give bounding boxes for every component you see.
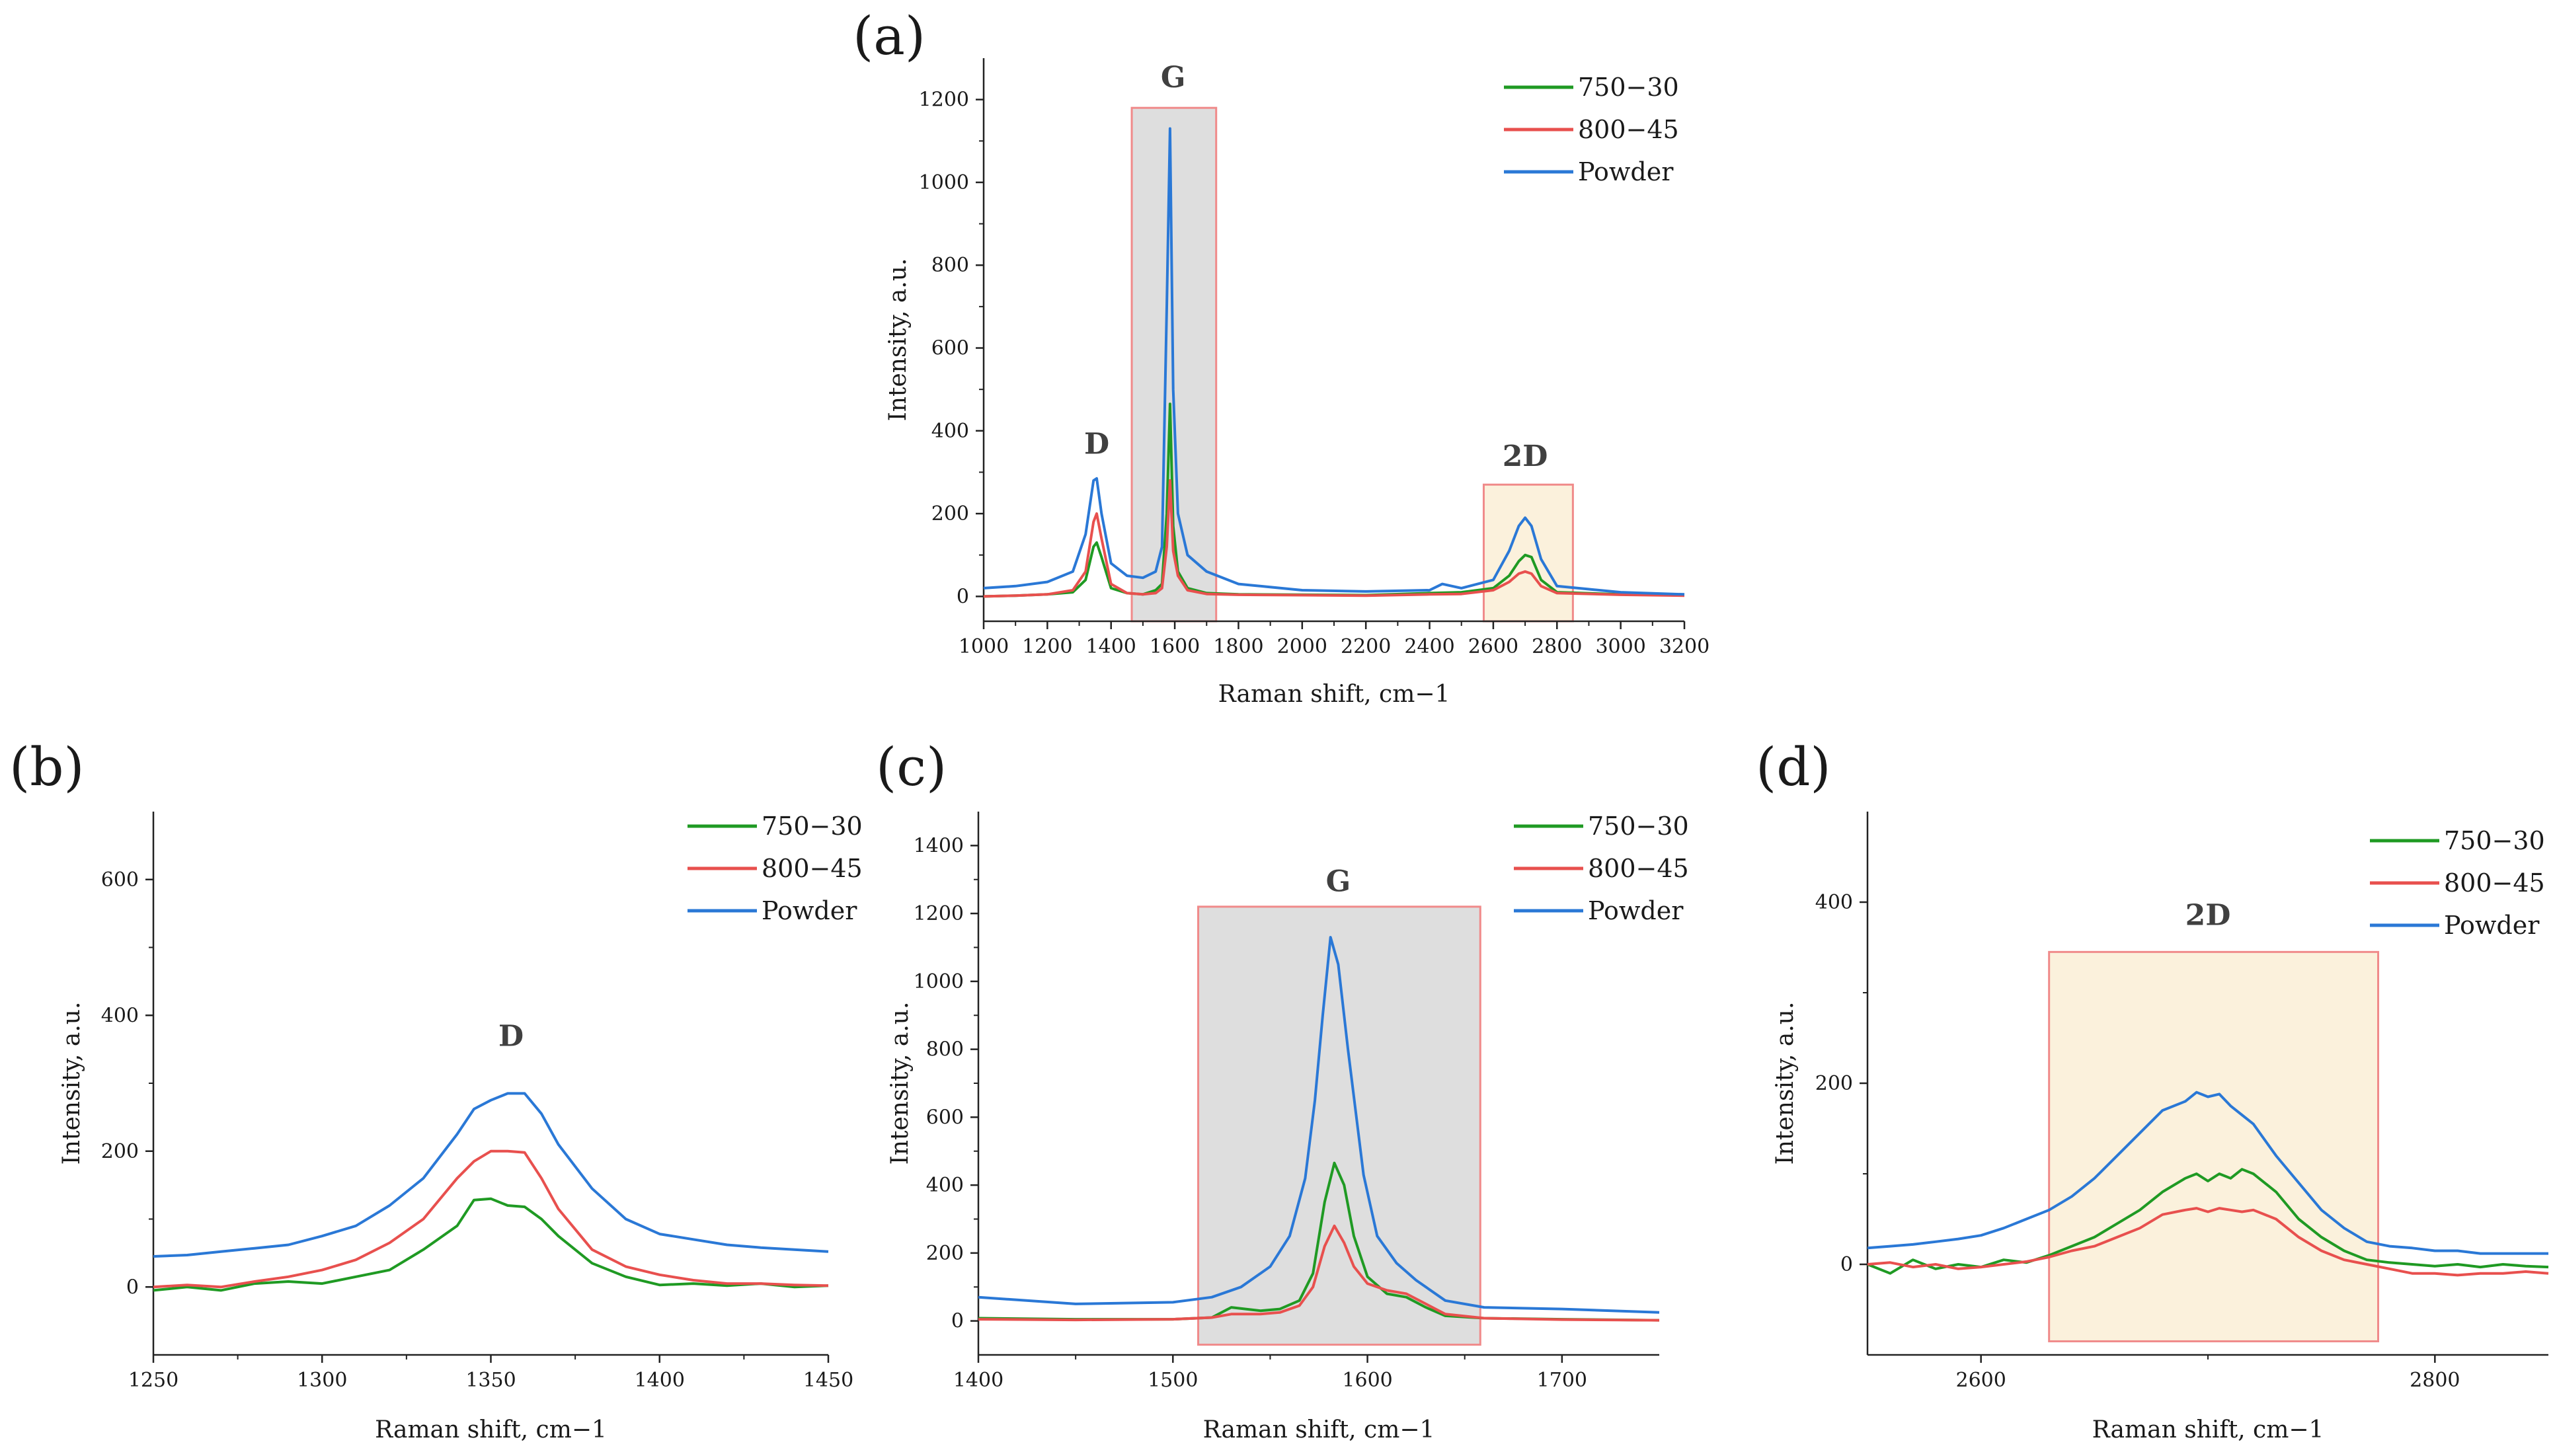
x-axis-label: Raman shift, cm−1 [1203, 1416, 1435, 1443]
legend-label: 750−30 [2444, 826, 2545, 855]
x-tick-label: 3000 [1595, 635, 1645, 658]
series-line-1 [978, 1161, 1660, 1322]
series-line-3 [983, 127, 1685, 596]
region-label: D [1084, 427, 1109, 461]
y-tick-label: 600 [926, 1106, 964, 1129]
region-label: D [498, 1019, 524, 1053]
x-axis-label: Raman shift, cm−1 [375, 1416, 607, 1443]
region-label: 2D [1503, 440, 1548, 473]
x-tick-label: 2400 [1404, 635, 1454, 658]
y-tick-label: 1000 [914, 970, 964, 993]
series-line-3 [978, 936, 1660, 1314]
region-label: 2D [2185, 898, 2231, 932]
x-tick-label: 1500 [1148, 1369, 1198, 1392]
legend-label: Powder [762, 896, 857, 925]
legend-label: 750−30 [1578, 73, 1679, 102]
x-tick-label: 1700 [1537, 1369, 1587, 1392]
x-tick-label: 2800 [2410, 1369, 2460, 1392]
legend-label: Powder [2444, 911, 2540, 940]
y-tick-label: 200 [931, 502, 969, 525]
legend-label: Powder [1588, 896, 1684, 925]
y-axis-label: Intensity, a.u. [886, 1002, 914, 1165]
region-2D [1482, 483, 1574, 623]
x-tick-label: 1300 [297, 1369, 347, 1392]
series-line-3 [1867, 1091, 2548, 1255]
y-tick-label: 600 [101, 868, 139, 892]
x-tick-label: 1400 [635, 1369, 685, 1392]
series-line-2 [983, 479, 1685, 598]
y-axis-label: Intensity, a.u. [58, 1002, 85, 1165]
y-tick-label: 200 [1815, 1072, 1853, 1095]
legend-label: Powder [1578, 157, 1674, 186]
x-tick-label: 2000 [1277, 635, 1327, 658]
panel-label: (c) [876, 736, 947, 798]
y-tick-label: 0 [126, 1276, 139, 1299]
y-tick-label: 1200 [914, 902, 964, 925]
series-line-1 [1867, 1168, 2549, 1275]
y-tick-label: 1400 [914, 834, 964, 857]
y-tick-label: 800 [931, 254, 969, 277]
x-tick-label: 1000 [959, 635, 1009, 658]
x-tick-label: 1800 [1213, 635, 1263, 658]
series-line-1 [153, 1197, 829, 1292]
x-tick-label: 1600 [1342, 1369, 1392, 1392]
y-tick-label: 200 [101, 1140, 139, 1163]
y-tick-label: 0 [951, 1310, 964, 1333]
chart-panel-3: 1400 1500 1600 1700 0 200 400 600 800 1000 1200 140… [876, 736, 1689, 1443]
region-label: G [1161, 61, 1186, 95]
legend-label: 800−45 [762, 854, 863, 883]
y-tick-label: 600 [931, 337, 969, 360]
region-2D [2048, 950, 2380, 1342]
chart-panel-2: 1250 1300 1350 1400 1450 0 200 400 600 Raman shif… [9, 736, 863, 1443]
y-tick-label: 400 [1815, 891, 1853, 914]
y-tick-label: 400 [926, 1174, 964, 1197]
x-tick-label: 2200 [1341, 635, 1391, 658]
y-tick-label: 1200 [919, 89, 969, 112]
y-tick-label: 1000 [919, 171, 969, 194]
panel-label: (d) [1756, 736, 1831, 798]
legend-label: 800−45 [1578, 115, 1679, 144]
x-tick-label: 1400 [1086, 635, 1136, 658]
y-tick-label: 400 [101, 1004, 139, 1027]
x-tick-label: 2800 [1532, 635, 1582, 658]
y-axis-label: Intensity, a.u. [1772, 1002, 1799, 1165]
series-line-2 [153, 1149, 829, 1289]
x-tick-label: 1200 [1022, 635, 1072, 658]
chart-panel-4: 2600 2800 0 200 400 Raman shift, cm−1 Intensit… [1756, 736, 2549, 1443]
region-label: G [1326, 865, 1351, 899]
x-axis-label: Raman shift, cm−1 [2092, 1416, 2324, 1443]
x-tick-label: 1400 [953, 1369, 1003, 1392]
x-tick-label: 2600 [1468, 635, 1518, 658]
y-tick-label: 800 [926, 1038, 964, 1061]
series-line-2 [978, 1224, 1660, 1322]
x-tick-label: 2600 [1955, 1369, 2006, 1392]
legend-label: 800−45 [2444, 868, 2545, 898]
series-line-3 [153, 1092, 829, 1258]
x-tick-label: 3200 [1659, 635, 1710, 658]
y-tick-label: 0 [957, 585, 969, 608]
x-tick-label: 1250 [128, 1369, 178, 1392]
panel-label: (b) [9, 736, 85, 798]
legend-label: 750−30 [1588, 812, 1689, 841]
x-tick-label: 1600 [1150, 635, 1200, 658]
series-line-2 [1867, 1207, 2549, 1277]
x-axis-label: Raman shift, cm−1 [1218, 681, 1450, 708]
x-tick-label: 1450 [803, 1369, 853, 1392]
y-tick-label: 0 [1840, 1253, 1853, 1276]
y-axis-label: Intensity, a.u. [884, 258, 912, 422]
x-tick-label: 1350 [465, 1369, 516, 1392]
y-tick-label: 400 [931, 420, 969, 443]
chart-panel-1: 1000 1200 1400 1600 1800 2000 2200 2400 2600 2800… [853, 5, 1710, 708]
legend-label: 750−30 [762, 812, 863, 841]
panel-label: (a) [853, 5, 925, 67]
y-tick-label: 200 [926, 1242, 964, 1265]
legend-label: 800−45 [1588, 854, 1689, 883]
